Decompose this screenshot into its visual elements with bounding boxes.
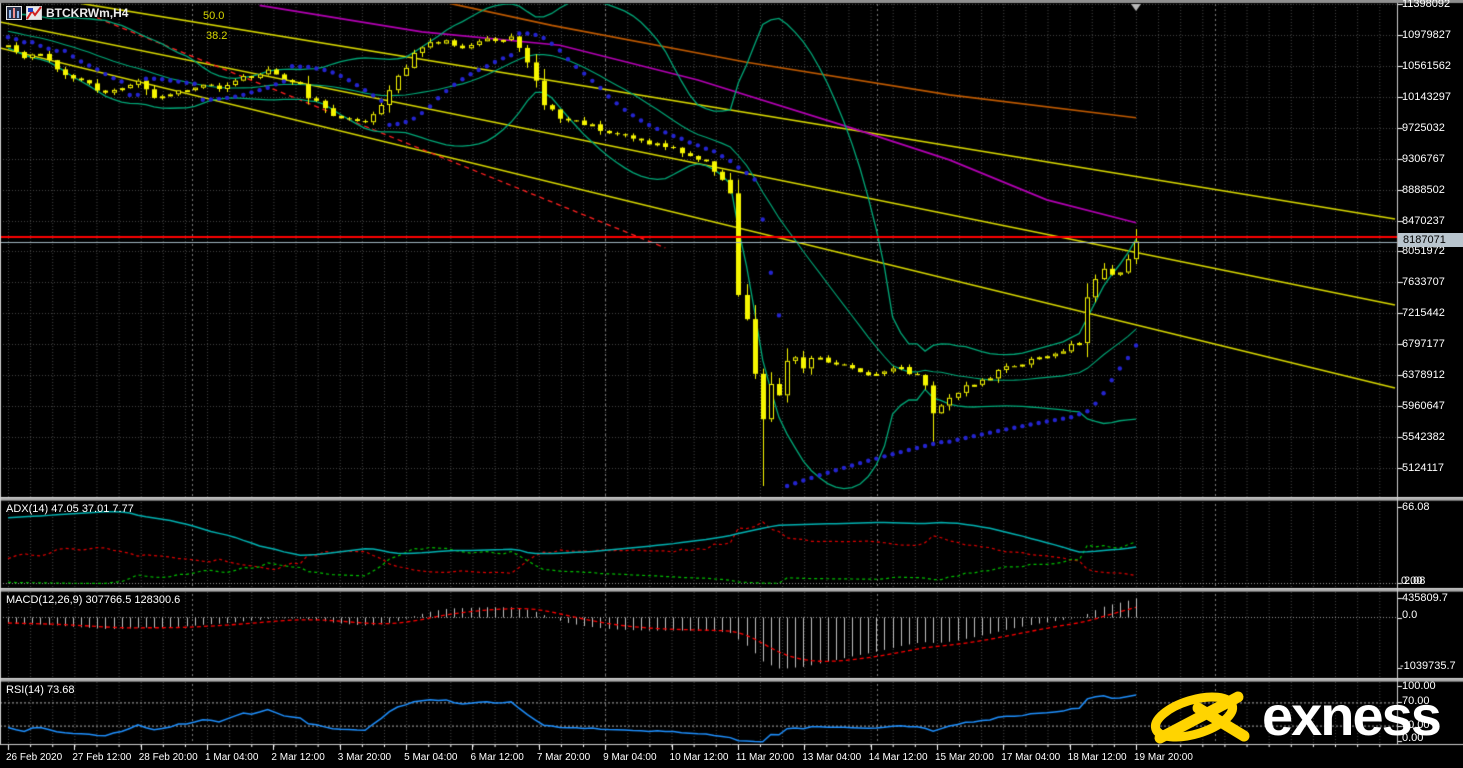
price-axis[interactable]: 11398092 10979827 10561562 10143297 9725032 9… [1397,0,1463,744]
price-tick-label: 10979827 [1402,28,1451,41]
exness-logo: exness [1146,684,1463,748]
price-tick-label: 6797177 [1402,338,1445,351]
price-tick-label: 8888502 [1402,183,1445,196]
main-chart-panel[interactable] [0,3,1397,497]
fib-fan-label-38: 38.2 [206,30,228,42]
macd-scale-zero: 0.0 [1402,609,1418,621]
time-tick-label: 26 Feb 2020 [6,752,63,763]
price-tick-label: 10143297 [1402,90,1451,103]
price-tick-label: 5960647 [1402,400,1445,413]
rsi-scale-100: 100.00 [1402,680,1436,692]
fib-fan-label-50: 50.0 [203,10,225,22]
price-tick-label: 5542382 [1402,431,1445,444]
macd-panel-label: MACD(12,26,9) 307766.5 128300.6 [6,594,181,606]
price-tick-label: 7215442 [1402,307,1445,320]
time-tick-label: 14 Mar 12:00 [868,752,928,763]
exness-logo-mark-icon [1150,691,1250,744]
adx-scale-min: 0.00 [1401,575,1423,587]
time-tick-label: 28 Feb 20:00 [138,752,198,763]
adx-scale-min-overlap: 2.08 [1404,575,1426,587]
price-tick-label: 8470237 [1402,214,1445,227]
adx-scale-max: 66.08 [1402,501,1430,513]
time-tick-label: 6 Mar 12:00 [470,752,524,763]
time-tick-label: 7 Mar 20:00 [536,752,591,763]
indicator-chart-icon[interactable] [26,6,42,20]
rsi-scale-0: 0.00 [1402,732,1424,744]
price-tick-label: 9725032 [1402,121,1445,134]
price-tick-label: 6378912 [1402,369,1445,382]
adx-panel-label: ADX(14) 47.05 37.01 7.77 [6,503,134,515]
rsi-scale-30: 30.00 [1402,719,1430,731]
bar-chart-icon[interactable] [6,6,22,20]
time-tick-label: 13 Mar 04:00 [802,752,862,763]
time-tick-label: 19 Mar 20:00 [1134,752,1193,763]
time-tick-label: 1 Mar 04:00 [205,752,259,763]
exness-logo-text: exness [1262,684,1442,747]
symbol-title: BTCKRWm,H4 [46,6,129,20]
rsi-scale-70: 70.00 [1402,695,1430,707]
adx-panel[interactable] [0,501,1397,588]
time-tick-label: 9 Mar 04:00 [603,752,657,763]
price-tick-label: 7633707 [1402,276,1445,289]
time-tick-label: 3 Mar 20:00 [337,752,392,763]
current-price-value: 8187071 [1403,234,1446,246]
price-tick-label: 10561562 [1402,59,1451,72]
time-tick-label: 2 Mar 12:00 [271,752,325,763]
time-axis[interactable]: 26 Feb 2020 27 Feb 12:00 28 Feb 20:00 1 Mar… [0,745,1463,768]
time-tick-label: 5 Mar 04:00 [404,752,458,763]
time-tick-label: 10 Mar 12:00 [669,752,729,763]
price-tick-label: 5124117 [1402,461,1445,474]
price-tick-label: 9306767 [1402,152,1445,165]
price-tick-label: 11398092 [1402,0,1451,10]
time-tick-label: 15 Mar 20:00 [934,752,994,763]
time-tick-label: 17 Mar 04:00 [1001,752,1061,763]
macd-scale-max: 435809.7 [1402,592,1448,604]
current-price-tag: 8187071 [1398,233,1463,247]
macd-panel[interactable] [0,592,1397,678]
rsi-panel-label: RSI(14) 73.68 [6,684,75,696]
time-tick-label: 11 Mar 20:00 [735,752,795,763]
time-tick-label: 18 Mar 12:00 [1067,752,1127,763]
price-tick-label: 8051972 [1402,245,1445,258]
time-tick-label: 27 Feb 12:00 [72,752,132,763]
macd-scale-min: -1039735.7 [1400,660,1456,672]
